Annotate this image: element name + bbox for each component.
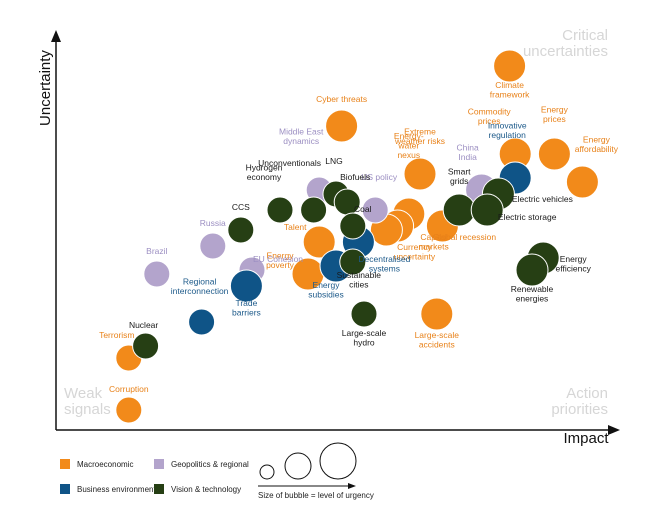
label-corruption: Corruption (109, 384, 149, 394)
label-energy-poverty: Energy poverty (266, 251, 295, 271)
bubbles-layer (115, 49, 599, 424)
bubble-climate-framework (493, 49, 527, 83)
bubble-electric-storage (470, 193, 504, 227)
label-global-recession: Global recession (433, 232, 497, 242)
label-energy-water-nexus: Energy-water nexus (394, 131, 424, 160)
size-legend-arrow-head (348, 483, 356, 489)
bubble-unconventionals (300, 196, 328, 224)
label-electric-vehicles: Electric vehicles (512, 194, 573, 204)
bubble-us-policy (361, 196, 389, 224)
label-talent: Talent (284, 222, 307, 232)
bubble-brazil (143, 260, 171, 288)
bubble-renewable-energies (515, 253, 549, 287)
quadrant-action-priorities: Action priorities (551, 385, 608, 418)
label-renewable-energies: Renewable energies (511, 284, 554, 304)
label-climate-framework: Climate framework (490, 80, 530, 100)
bubble-russia (199, 232, 227, 260)
label-ccs: CCS (232, 202, 250, 212)
size-legend-medium (284, 452, 312, 480)
bubble-nuclear (132, 332, 160, 360)
label-biofuels: Biofuels (340, 172, 370, 182)
label-nuclear: Nuclear (129, 320, 158, 330)
label-china-india: China India (456, 143, 478, 163)
label-us-policy: US policy (361, 172, 398, 182)
quadrant-critical-uncertainties: Critical uncertainties (523, 27, 608, 60)
label-brazil: Brazil (146, 246, 167, 256)
label-sustainable-cities: Sustainable cities (337, 270, 382, 290)
label-extreme-weather-risks: Extreme weather risks (394, 127, 445, 147)
label-cyber-threats: Cyber threats (316, 94, 367, 104)
label-capital-markets: Capital markets (418, 232, 448, 252)
bubble-extreme-weather-risks (403, 157, 437, 191)
bubble-sustainable-cities (339, 248, 367, 276)
x-axis-title: Impact (563, 430, 609, 447)
label-coal: Coal (354, 204, 372, 214)
bubble-energy-affordability (565, 165, 599, 199)
label-large-scale-hydro: Large-scale hydro (342, 328, 387, 348)
axes (51, 30, 620, 435)
legend-swatch-geo (154, 459, 164, 469)
bubble-ccs (227, 216, 255, 244)
bubble-large-scale-hydro (350, 300, 378, 328)
bubble-regional-interconnection (188, 308, 216, 336)
label-middle-east-dynamics: Middle East dynamics (279, 127, 324, 147)
bubble-trade-barriers (229, 269, 263, 303)
size-legend: Size of bubble = level of urgency (258, 442, 374, 500)
size-legend-text: Size of bubble = level of urgency (258, 491, 374, 500)
label-smart-grids: Smart grids (448, 167, 471, 187)
label-decentralised-systems: Decentralised systems (358, 254, 410, 274)
bubble-cyber-threats (325, 109, 359, 143)
label-energy-subsidies: Energy subsidies (308, 280, 343, 300)
label-energy-efficiency: Energy efficiency (556, 254, 592, 274)
bubble-coal (339, 212, 367, 240)
legend: Macroeconomic Geopolitics & regional Busin… (60, 459, 249, 494)
bubble-large-scale-accidents (420, 297, 454, 331)
label-energy-affordability: Energy affordability (575, 135, 619, 155)
bubble-hydrogen-economy (266, 196, 294, 224)
label-currency-uncertainty: Currency uncertainty (394, 242, 436, 262)
legend-label-tech: Vision & technology (171, 485, 241, 494)
label-russia: Russia (200, 218, 226, 228)
labels-layer: Climate framework Cyber threats Energy-wate… (99, 80, 619, 394)
label-trade-barriers: Trade barriers (232, 298, 261, 318)
legend-label-geo: Geopolitics & regional (171, 460, 249, 469)
label-energy-prices: Energy prices (541, 105, 569, 125)
legend-swatch-macro (60, 459, 70, 469)
label-regional-interconnection: Regional interconnection (171, 277, 229, 297)
label-eu-cohesion: EU Cohesion (253, 254, 303, 264)
label-terrorism: Terrorism (99, 330, 134, 340)
legend-swatch-biz (60, 484, 70, 494)
label-hydrogen-economy: Hydrogen economy (246, 163, 283, 183)
legend-label-macro: Macroeconomic (77, 460, 133, 469)
label-commodity-prices: Commodity prices (468, 107, 512, 127)
bubble-talent (302, 225, 336, 259)
x-axis-arrow (608, 425, 620, 435)
y-axis-title: Uncertainty (37, 50, 54, 126)
y-axis-arrow (51, 30, 61, 42)
label-lng: LNG (325, 156, 342, 166)
label-innovative-regulation: Innovative regulation (488, 121, 527, 141)
legend-label-biz: Business environment (77, 485, 156, 494)
bubble-corruption (115, 396, 143, 424)
label-electric-storage: Electric storage (498, 212, 557, 222)
size-legend-large (319, 442, 357, 480)
quadrant-weak-signals: Weak signals (64, 385, 111, 418)
bubble-smart-grids (442, 193, 476, 227)
label-large-scale-accidents: Large-scale accidents (415, 330, 460, 350)
size-legend-small (259, 464, 275, 480)
legend-swatch-tech (154, 484, 164, 494)
label-unconventionals: Unconventionals (258, 158, 321, 168)
bubble-energy-prices (537, 137, 571, 171)
